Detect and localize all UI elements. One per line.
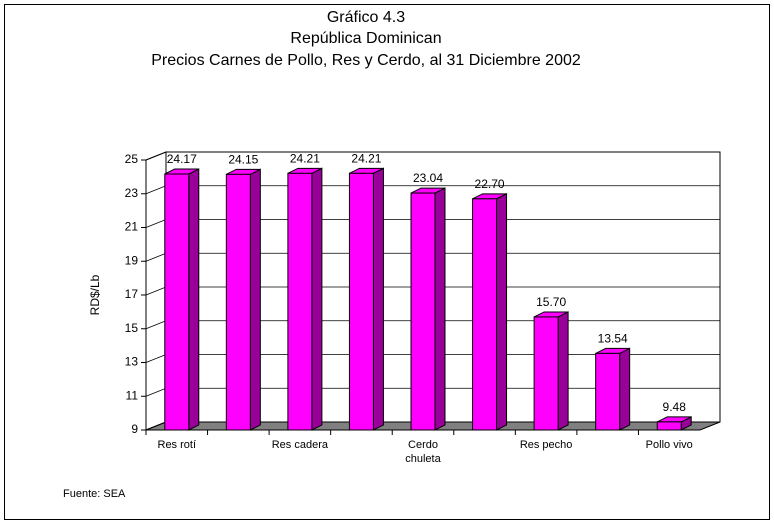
bar xyxy=(595,352,621,431)
value-label: 24.21 xyxy=(290,152,320,166)
y-tick-label: 15 xyxy=(125,321,139,335)
value-label: 24.17 xyxy=(167,152,197,166)
value-label: 13.54 xyxy=(598,332,628,346)
bar xyxy=(656,421,682,431)
value-label: 9.48 xyxy=(663,400,687,414)
value-label: 24.21 xyxy=(351,152,381,166)
bar-side xyxy=(496,193,508,431)
y-tick-label: 21 xyxy=(125,220,139,234)
bar-side xyxy=(249,168,261,431)
chart-subtitle: República Dominican xyxy=(290,30,441,47)
y-tick-label: 9 xyxy=(131,422,138,436)
bar xyxy=(472,198,498,431)
bar-side xyxy=(557,311,569,431)
value-label: 23.04 xyxy=(413,171,443,185)
bar xyxy=(533,316,559,431)
y-tick-label: 23 xyxy=(125,186,139,200)
x-tick-label: Cerdo chuleta xyxy=(405,439,441,465)
value-label: 22.70 xyxy=(475,177,505,191)
y-tick-label: 11 xyxy=(126,388,139,402)
bar-side xyxy=(434,187,446,431)
bar-side xyxy=(188,168,200,431)
grid-line xyxy=(145,151,720,161)
value-label: 24.15 xyxy=(228,153,258,167)
chart-subtitle: Precios Carnes de Pollo, Res y Cerdo, al… xyxy=(151,52,581,69)
x-tick-label: Res rotí xyxy=(157,439,197,451)
x-tick-label: Res cadera xyxy=(271,439,328,451)
value-label: 15.70 xyxy=(536,295,566,309)
bar-side xyxy=(372,167,384,431)
y-tick-label: 25 xyxy=(125,152,139,166)
bar-side xyxy=(619,347,631,431)
bar xyxy=(287,172,313,431)
bar xyxy=(164,173,190,431)
x-tick-label: Pollo vivo xyxy=(645,439,693,451)
y-tick-label: 13 xyxy=(125,355,139,369)
x-tick-label: Res pecho xyxy=(519,439,573,451)
y-tick-label: 17 xyxy=(125,287,139,301)
y-tick-label: 19 xyxy=(125,253,139,267)
chart-title: Gráfico 4.3 xyxy=(327,9,405,26)
bar-side xyxy=(311,167,323,431)
bar xyxy=(348,172,374,431)
y-axis-title: RD$/Lb xyxy=(88,274,102,315)
source-note: Fuente: SEA xyxy=(63,488,126,500)
bar xyxy=(410,192,436,431)
bar xyxy=(225,173,251,431)
